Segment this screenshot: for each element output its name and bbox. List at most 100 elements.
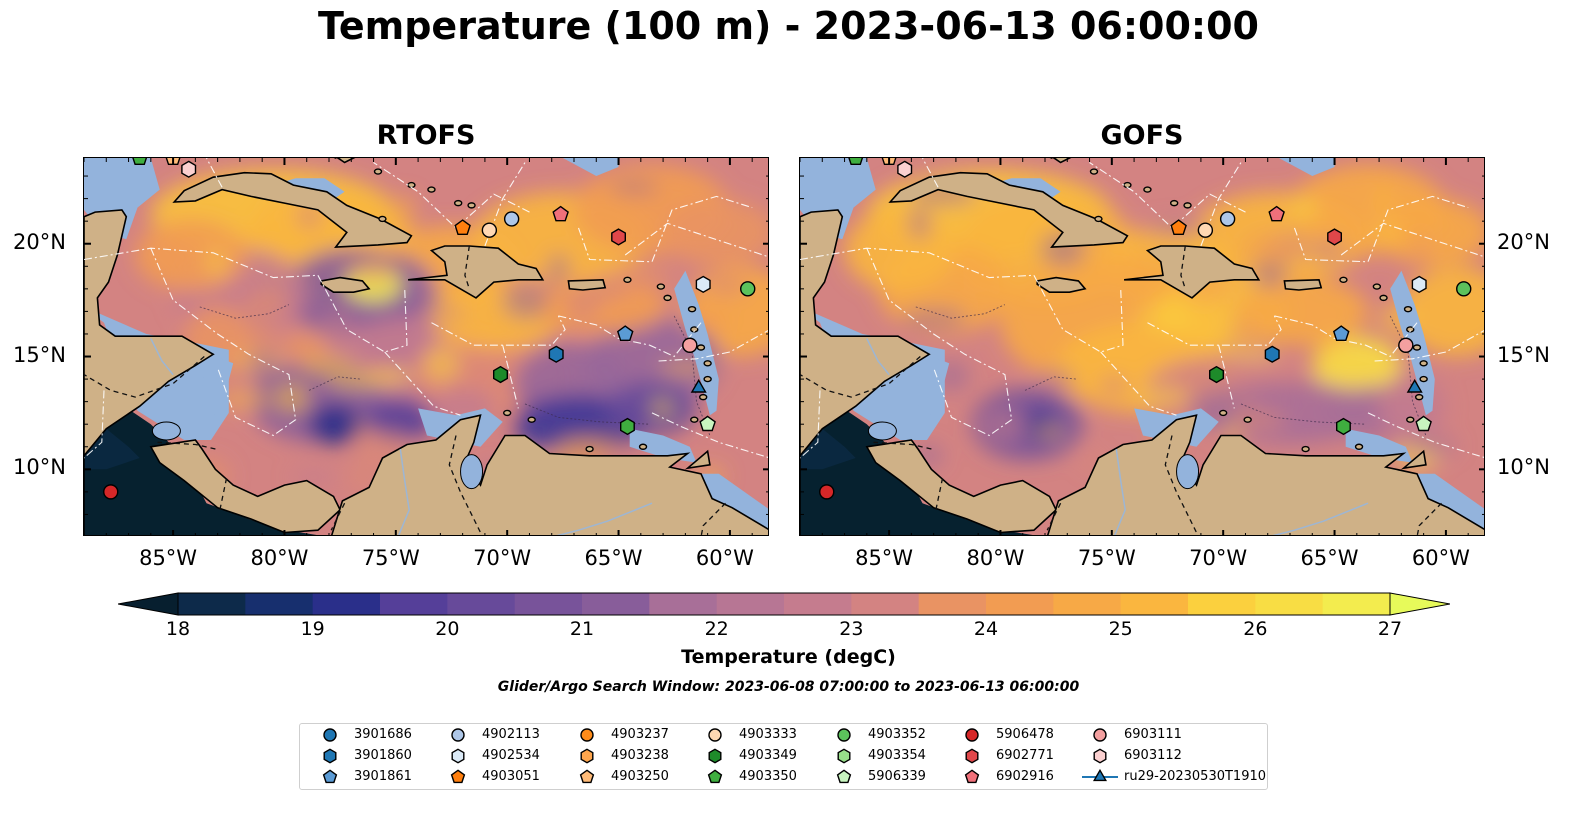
float-marker [897, 160, 913, 178]
land-panama [149, 439, 342, 534]
legend-label: 6902916 [996, 769, 1054, 784]
lon-tick-label: 80°W [250, 546, 309, 570]
legend-marker-icon [965, 748, 979, 764]
legend-marker-icon [1093, 748, 1107, 764]
legend-marker-icon [322, 769, 338, 784]
lon-tick-label: 65°W [584, 546, 643, 570]
colorbar-label: Temperature (degC) [681, 646, 896, 668]
legend-marker-icon [451, 728, 465, 742]
float-marker [1268, 205, 1285, 222]
land-trinidad [1400, 449, 1427, 470]
float-marker [1219, 211, 1236, 227]
lon-tick-label: 75°W [361, 546, 420, 570]
map-panel-rtofs[interactable] [83, 157, 769, 536]
colorbar-tick-label: 21 [569, 618, 595, 640]
float-marker [481, 222, 498, 238]
float-marker [848, 158, 864, 166]
lat-tick-label-left: 10°N [13, 455, 66, 480]
legend-label: 4903350 [739, 769, 797, 784]
legend-marker-icon [1093, 728, 1107, 742]
legend-label: 4903354 [868, 748, 926, 763]
land-south-america [1046, 414, 1484, 535]
colorbar-tick-label: 18 [165, 618, 191, 640]
float-marker [1197, 222, 1214, 238]
float-marker [690, 378, 707, 393]
legend-marker-icon [708, 748, 722, 764]
legend-label: 6902771 [996, 748, 1054, 763]
legend-marker-icon [708, 728, 722, 742]
legend-label: 5906339 [868, 769, 926, 784]
float-marker [454, 219, 471, 236]
legend-marker-icon [579, 769, 595, 784]
legend-label: 4903051 [482, 769, 540, 784]
float-marker [611, 228, 626, 246]
land-hispaniola [1124, 245, 1261, 299]
land-hispaniola [408, 245, 545, 299]
legend-marker-icon [580, 748, 594, 764]
land-trinidad [684, 449, 711, 470]
float-marker [1456, 281, 1472, 297]
lon-tick-label: 60°W [695, 546, 754, 570]
map-svg-rtofs [84, 158, 768, 535]
float-marker [819, 484, 835, 500]
float-marker [1336, 417, 1351, 436]
land-puerto-rico [1283, 278, 1323, 291]
legend-label: 4903333 [739, 727, 797, 742]
lat-tick-label-right: 20°N [1497, 229, 1550, 254]
colorbar-tick-label: 23 [839, 618, 864, 640]
colorbar-tick-label: 24 [973, 618, 999, 640]
legend-label: ru29-20230530T1910 [1124, 769, 1267, 784]
lon-tick-label: 60°W [1411, 546, 1470, 570]
legend-label: 4903250 [611, 769, 669, 784]
legend-label: 6903111 [1124, 727, 1182, 742]
colorbar-tick-label: 27 [1377, 618, 1403, 640]
legend-label: 4903352 [868, 727, 926, 742]
lon-tick-label: 70°W [473, 546, 532, 570]
float-marker [1332, 325, 1350, 342]
map-svg-gofs [800, 158, 1484, 535]
float-marker [1415, 415, 1432, 432]
legend-marker-icon [450, 769, 466, 784]
figure-title: Temperature (100 m) - 2023-06-13 06:00:0… [317, 4, 1259, 48]
land-central-america [84, 209, 215, 535]
lon-tick-label: 80°W [966, 546, 1025, 570]
legend-marker-icon [451, 748, 465, 764]
lon-tick-label: 70°W [1189, 546, 1248, 570]
land-bahamas-a [336, 158, 356, 164]
colorbar-tick-label: 26 [1243, 618, 1268, 640]
legend-marker-icon [964, 769, 980, 784]
float-marker [1264, 345, 1280, 363]
float-marker [682, 337, 698, 353]
land-cuba [172, 171, 413, 248]
legend-label: 4903238 [611, 748, 669, 763]
float-marker [1398, 337, 1414, 353]
colorbar-tick-label: 20 [435, 618, 460, 640]
float-marker [493, 365, 508, 384]
float-marker [1406, 378, 1423, 393]
lon-tick-label: 75°W [1077, 546, 1136, 570]
legend-label: 4902113 [482, 727, 540, 742]
float-marker [616, 325, 634, 342]
float-marker [548, 345, 564, 363]
float-marker [503, 211, 520, 227]
legend-label: 3901860 [354, 748, 412, 763]
float-marker [699, 415, 716, 432]
land-south-america [330, 414, 768, 535]
legend-marker-icon [1092, 768, 1108, 782]
panel-title-rtofs: RTOFS [376, 120, 476, 151]
land-panama [865, 439, 1058, 534]
legend-marker-icon [836, 769, 852, 784]
land-puerto-rico [567, 278, 607, 291]
legend-label: 5906478 [996, 727, 1054, 742]
legend-marker-icon [323, 748, 337, 764]
lat-tick-label-left: 20°N [13, 229, 66, 254]
legend-label: 6903112 [1124, 748, 1182, 763]
legend-marker-icon [580, 728, 594, 742]
float-marker [181, 160, 197, 178]
legend-label: 4903349 [739, 748, 797, 763]
legend-label: 4902534 [482, 748, 540, 763]
temperature-field [844, 164, 1484, 486]
float-marker [620, 417, 635, 436]
map-panel-gofs[interactable] [799, 157, 1485, 536]
legend-marker-icon [837, 748, 851, 764]
